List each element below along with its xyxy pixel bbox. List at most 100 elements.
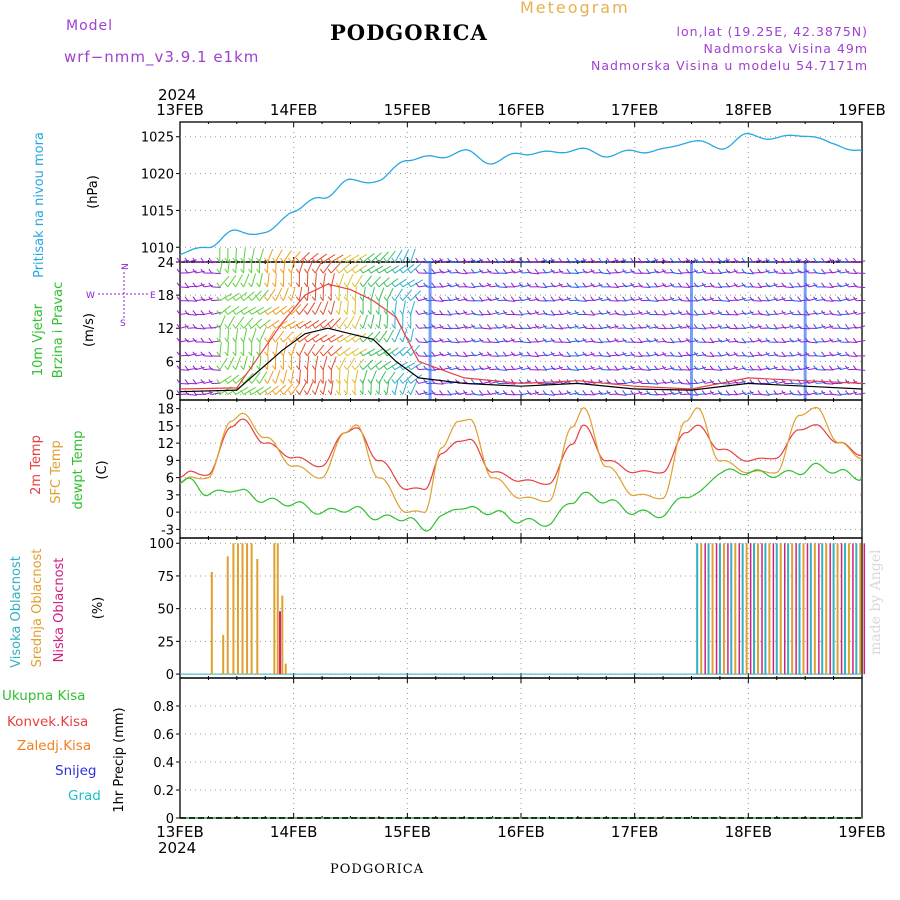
wind-barb-flag: [558, 351, 563, 357]
wind-barb-flag: [303, 365, 308, 370]
wind-barb: [816, 391, 826, 395]
wind-barb-flag: [431, 257, 436, 263]
wind-barb-flag: [224, 310, 229, 315]
wind-barb-flag: [447, 390, 451, 395]
wind-barb-flag: [463, 268, 467, 274]
wind-barb-flag: [200, 296, 205, 301]
wind-barb-flag: [630, 296, 634, 301]
wind-barb-flag: [248, 257, 253, 263]
wind-barb: [338, 316, 348, 329]
wind-barb-flag: [311, 296, 316, 301]
wind-barb: [235, 387, 249, 395]
wind-barb: [330, 346, 343, 357]
y-tick-label: 0.8: [153, 700, 174, 715]
wind-barb: [434, 300, 444, 302]
wind-barb-flag: [351, 296, 356, 301]
wind-barb-flag: [375, 282, 380, 288]
wind-barb: [243, 372, 254, 384]
wind-barb-flag: [287, 365, 292, 370]
lonlat-label: lon,lat (19.25E, 42.3875N): [676, 24, 868, 39]
wind-barb-flag: [821, 257, 825, 263]
precip-label-grad: Grad: [68, 788, 101, 804]
wind-barb-flag: [470, 323, 475, 329]
y-tick-label: 12: [157, 322, 174, 337]
wind-barb-flag: [415, 390, 420, 395]
wind-barb-flag: [709, 310, 714, 315]
day-label-bottom: 17FEB: [611, 823, 658, 841]
wind-barb-flag: [829, 390, 833, 395]
precipitation-panel: 0 0.2 0.4 0.6 0.8: [153, 677, 863, 827]
wind-barb-flag: [781, 310, 786, 315]
wind-barb-flag: [343, 379, 348, 384]
wind-barb-flag: [757, 282, 762, 288]
wind-barb-flag: [319, 351, 324, 357]
wind-barb: [728, 366, 738, 371]
wind-barb-flag: [192, 323, 197, 329]
wind-barb-flag: [383, 257, 388, 263]
wind-barb: [187, 353, 197, 357]
wind-barb: [235, 328, 239, 343]
wind-barb: [506, 339, 516, 343]
day-label-top: 14FEB: [270, 101, 317, 119]
wind-barb-flag: [415, 296, 420, 301]
wind-barb-flag: [272, 365, 276, 370]
wind-barb-flag: [455, 337, 459, 343]
wind-barb-flag: [176, 365, 181, 370]
wind-barb: [187, 259, 197, 263]
wind-barb: [418, 341, 428, 344]
wind-barb: [378, 251, 389, 263]
wind-barb-flag: [224, 390, 229, 395]
wind-barb: [545, 393, 556, 396]
wind-barb-flag: [248, 390, 253, 395]
wind-barb-flag: [351, 337, 356, 343]
wind-barb-flag: [232, 323, 237, 329]
wind-barb: [322, 261, 332, 274]
wind-barb-flag: [717, 257, 722, 263]
wind-barb-flag: [606, 379, 611, 384]
wind-barb-flag: [192, 365, 197, 370]
wind-barb-flag: [478, 296, 483, 301]
wind-barb-flag: [733, 323, 738, 329]
wind-barb-flag: [232, 365, 237, 370]
wind-barb: [498, 325, 508, 329]
wind-barb-flag: [701, 310, 706, 315]
wind-barb: [243, 328, 248, 343]
wind-barb-flag: [733, 337, 738, 343]
wind-barb-flag: [844, 310, 849, 315]
wind-barb: [760, 270, 770, 274]
wind-barb-flag: [192, 268, 197, 274]
wind-barb: [856, 312, 866, 315]
wind-barb: [673, 311, 683, 315]
wind-barb-flag: [319, 365, 324, 370]
wind-barb-flag: [335, 365, 340, 370]
wind-barb-flag: [797, 390, 802, 395]
precip-unit: 1hr Precip (mm): [112, 707, 127, 812]
wind-barb: [386, 250, 396, 263]
wind-barb: [744, 391, 754, 395]
wind-barb-flag: [439, 310, 443, 315]
wind-barb-flag: [343, 268, 348, 274]
wind-barb-flag: [510, 323, 515, 329]
wind-barb-flag: [757, 323, 762, 329]
wind-barb-flag: [654, 310, 658, 315]
wind-barb-flag: [709, 282, 714, 288]
wind-barb-flag: [478, 257, 483, 263]
temp-label-sfc: SFC Temp: [49, 440, 64, 504]
wind-barb-flag: [614, 282, 619, 288]
precip-label-total: Ukupna Kisa: [2, 688, 85, 704]
wind-barb: [633, 261, 643, 264]
wind-barb-flag: [709, 379, 714, 384]
wind-barb-flag: [582, 282, 587, 288]
wind-barb: [593, 341, 603, 344]
wind-barb-flag: [470, 257, 475, 263]
compass-s: S: [120, 319, 126, 329]
wind-barb-flag: [311, 390, 316, 395]
wind-barb-flag: [423, 268, 428, 274]
wind-barb: [354, 274, 363, 288]
wind-barb-flag: [216, 379, 221, 384]
year-bottom-label: 2024: [158, 839, 196, 857]
wind-barb: [195, 284, 205, 288]
wind-barb-flag: [351, 379, 356, 384]
wind-barb-flag: [176, 310, 181, 315]
wind-barb: [362, 253, 375, 263]
